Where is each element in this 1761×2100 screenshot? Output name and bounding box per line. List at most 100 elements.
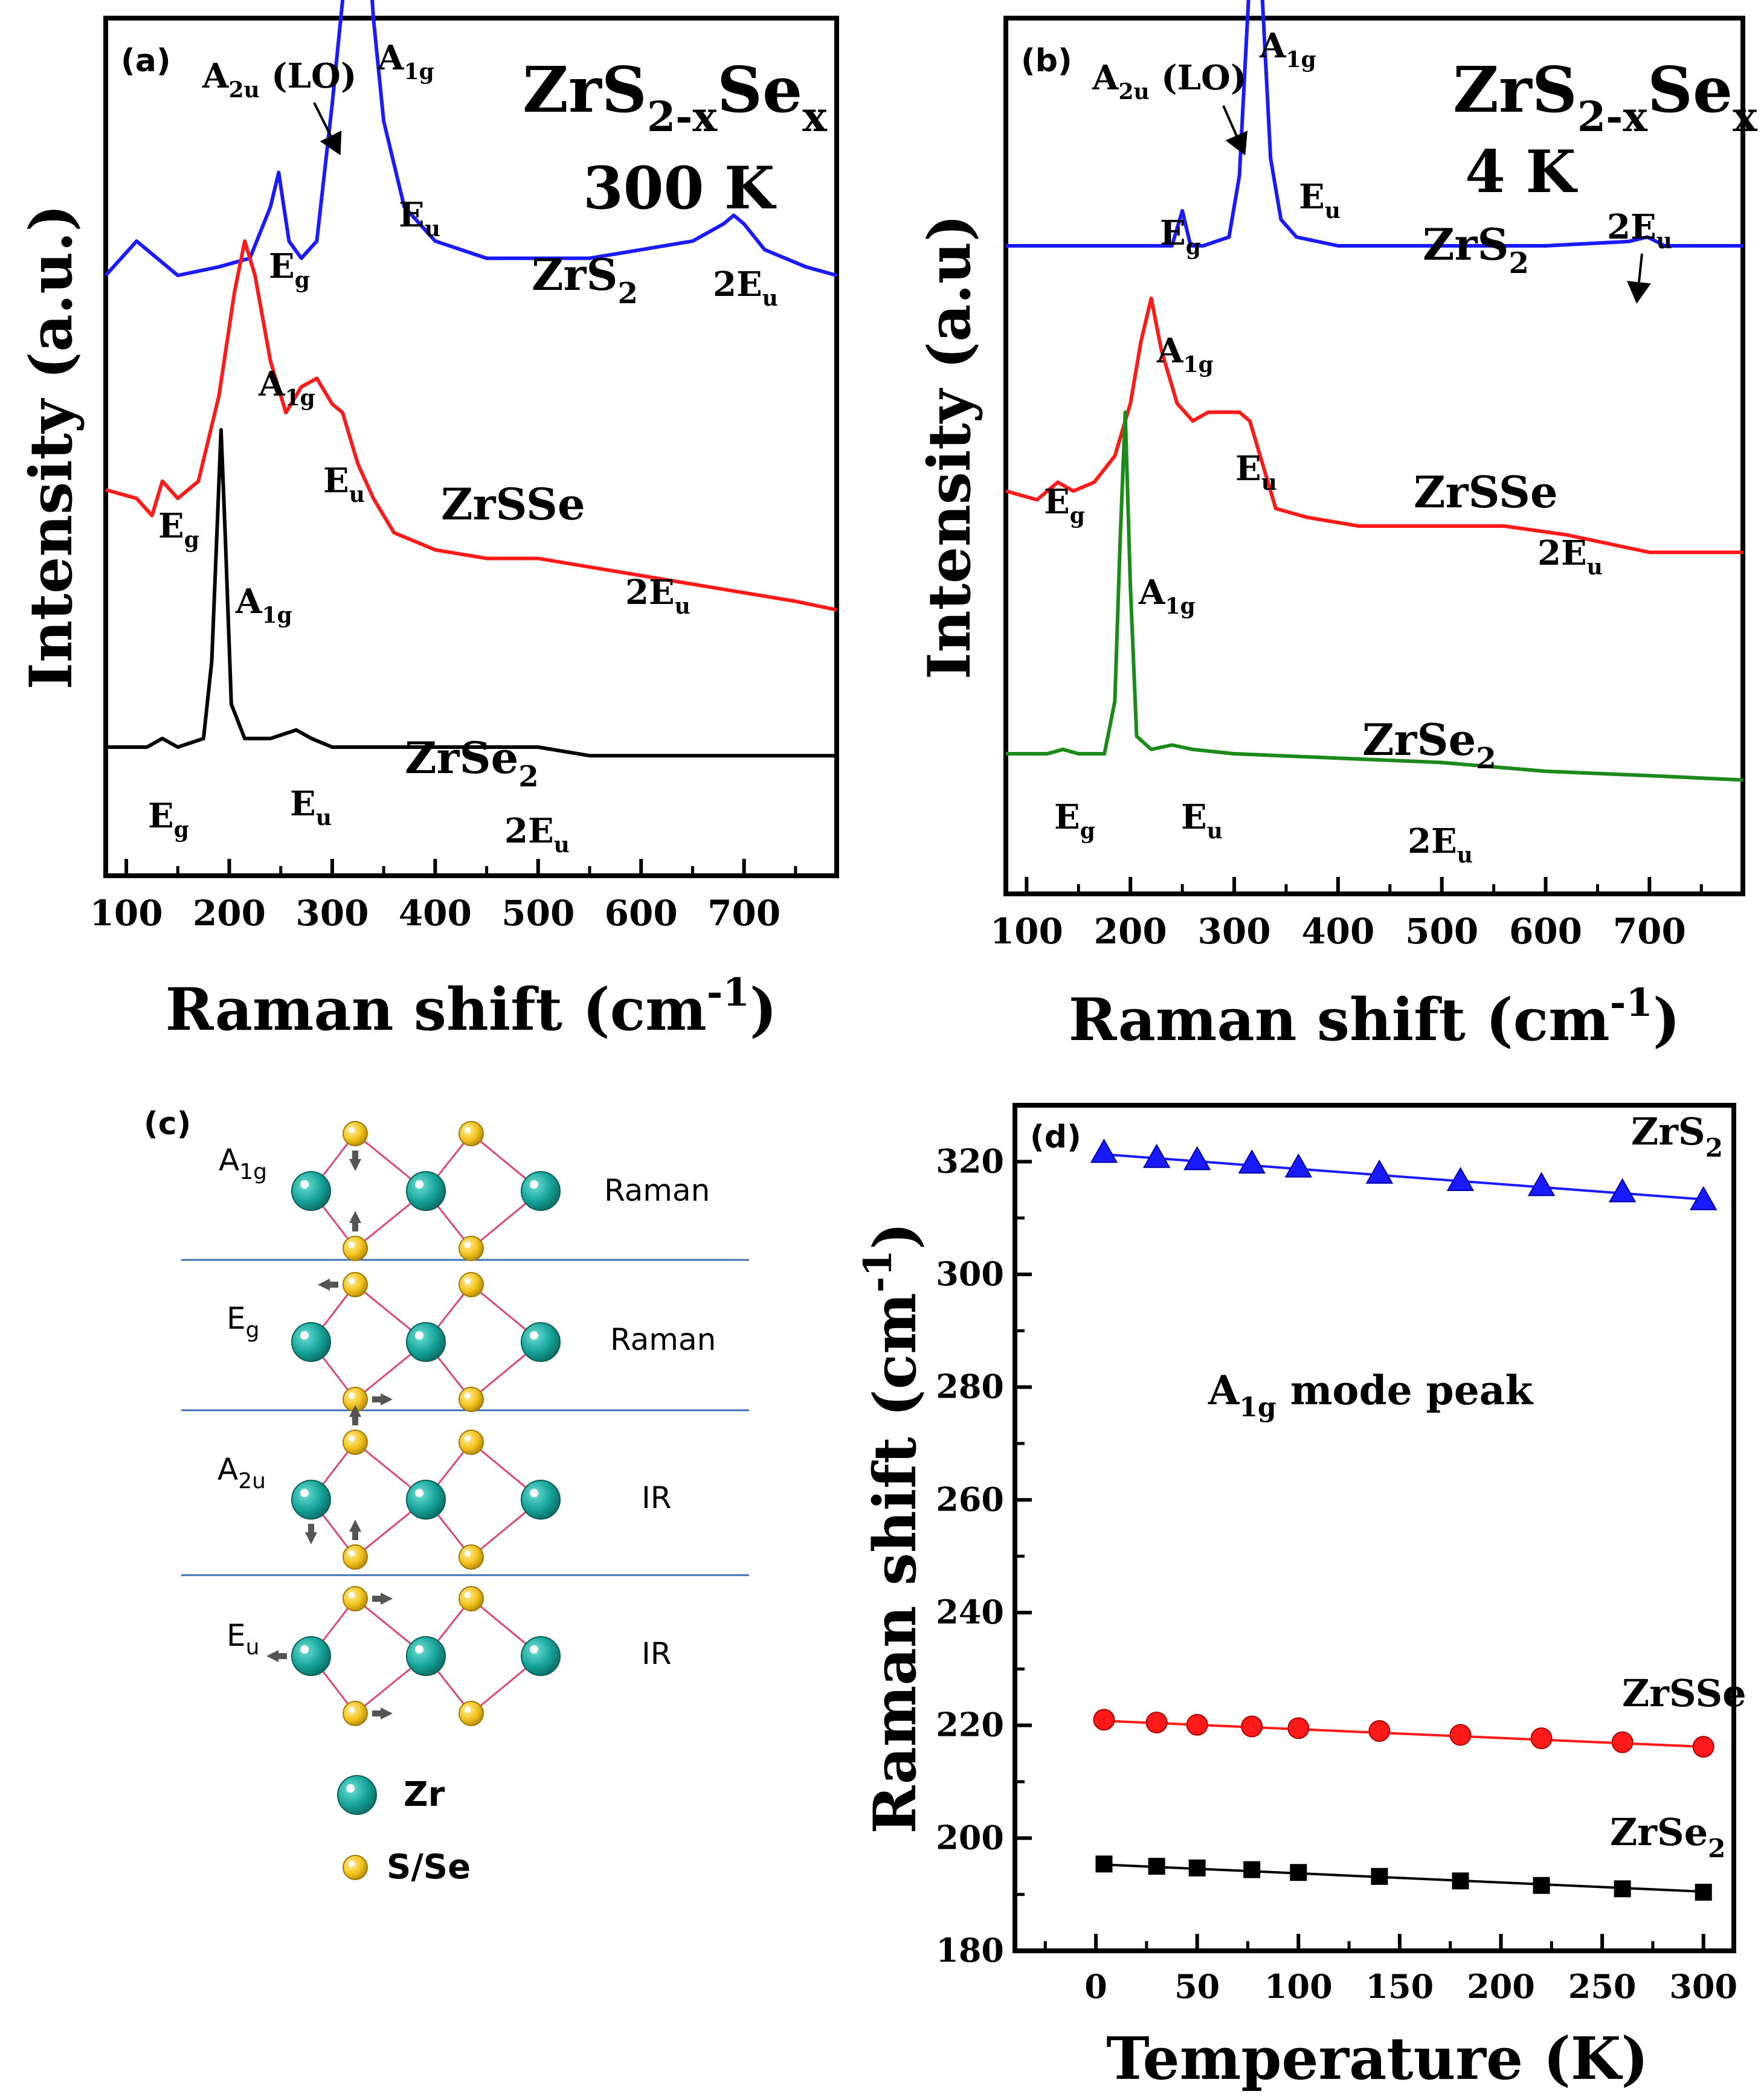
s-atom-icon bbox=[343, 1701, 368, 1726]
zr-atom-icon bbox=[521, 1171, 561, 1211]
s-atom-icon bbox=[459, 1387, 484, 1412]
panel-d-point-zrse2 bbox=[1243, 1861, 1261, 1878]
panel-b-spectrum-zrs2 bbox=[1006, 0, 1743, 248]
panel-b-x-tick-label: 200 bbox=[1094, 911, 1167, 952]
panel-b-peak-eu-zrs2: Eu bbox=[1299, 177, 1341, 223]
panel-d-point-zrsse bbox=[1241, 1715, 1263, 1738]
panel-a-x-tick-label: 500 bbox=[501, 893, 575, 934]
panel-a-spectrum-zrsse bbox=[105, 239, 837, 612]
panel-d-x-tick-label: 50 bbox=[1174, 1967, 1220, 2006]
displacement-arrow-icon bbox=[349, 1211, 361, 1231]
panel-d-x-tick-label: 0 bbox=[1084, 1967, 1107, 2006]
panel-a-label-zrse2: ZrSe2 bbox=[405, 732, 539, 794]
panel-d-point-zrse2 bbox=[1095, 1855, 1113, 1873]
zr-atom-highlight bbox=[530, 1180, 538, 1189]
zr-atom-highlight bbox=[300, 1645, 309, 1654]
zr-atom-highlight bbox=[300, 1180, 309, 1189]
panel-d-point-zrs2 bbox=[1090, 1138, 1118, 1163]
panel-d-x-tick-label: 200 bbox=[1467, 1967, 1535, 2006]
zr-atom-highlight bbox=[530, 1645, 538, 1654]
s-atom-icon bbox=[459, 1430, 484, 1455]
panel-a-x-tick-label: 400 bbox=[399, 893, 472, 934]
panel-a-a2u-arrow bbox=[313, 102, 342, 156]
zr-atom-icon bbox=[406, 1171, 446, 1211]
panel-b-label-zrsse: ZrSSe bbox=[1414, 466, 1558, 518]
legend-zr-atom-icon bbox=[337, 1775, 377, 1815]
zr-atom-icon bbox=[406, 1480, 446, 1520]
panel-c-activity-2: IR bbox=[642, 1480, 672, 1515]
panel-d-label: (d) bbox=[1030, 1119, 1081, 1155]
panel-a-x-tick-labels: 100 200 300 400 500 600 700 bbox=[90, 893, 781, 934]
s-atom-highlight bbox=[465, 1550, 471, 1556]
legend-zr-label: Zr bbox=[404, 1775, 445, 1814]
panel-b-2eu-arrow bbox=[1627, 253, 1651, 304]
s-atom-icon bbox=[459, 1236, 484, 1261]
panel-d-ticks bbox=[1015, 1160, 1705, 1953]
panel-b-ylabel: Intensity (a.u) bbox=[915, 214, 984, 679]
panel-b-x-ticks bbox=[1025, 877, 1703, 894]
s-atom-highlight bbox=[465, 1707, 471, 1713]
panel-d-x-tick-label: 250 bbox=[1568, 1967, 1637, 2006]
s-atom-highlight bbox=[349, 1436, 355, 1442]
panel-a-spectrum-zrs2 bbox=[104, 0, 837, 277]
panel-d-point-zrsse bbox=[1449, 1724, 1472, 1746]
s-atom-highlight bbox=[465, 1436, 471, 1442]
panel-a-x-tick-label: 700 bbox=[707, 893, 781, 934]
panel-d-series-label-zrs2: ZrS2 bbox=[1631, 1109, 1723, 1163]
panel-d-point-zrs2 bbox=[1446, 1166, 1475, 1191]
zr-atom-highlight bbox=[415, 1645, 423, 1654]
panel-d-y-tick-label: 280 bbox=[936, 1367, 1004, 1406]
panel-d-point-zrsse bbox=[1145, 1712, 1168, 1733]
legend-s-highlight bbox=[349, 1861, 355, 1867]
panel-a-peak-eu-zrsse: Eu bbox=[323, 461, 365, 507]
panel-c-mode-name-0: A1g bbox=[219, 1143, 267, 1184]
panel-a-temperature: 300 K bbox=[583, 154, 777, 222]
panel-d-data bbox=[1090, 1138, 1718, 1901]
panel-d-y-tick-label: 320 bbox=[936, 1142, 1004, 1180]
panel-c-label: (c) bbox=[144, 1106, 191, 1142]
s-atom-icon bbox=[343, 1272, 368, 1297]
panel-b-peak-a2u: A2u (LO) bbox=[1092, 58, 1246, 104]
panel-c-activity-1: Raman bbox=[610, 1322, 716, 1357]
panel-a-peak-eg-zrse2: Eg bbox=[148, 796, 189, 843]
panel-d-point-zrsse bbox=[1186, 1713, 1208, 1736]
s-atom-highlight bbox=[465, 1393, 471, 1399]
panel-d-y-tick-label: 260 bbox=[936, 1480, 1004, 1518]
panel-d-point-zrse2 bbox=[1148, 1858, 1165, 1875]
panel-a-composition-title: ZrS2-xSex bbox=[523, 53, 827, 141]
panel-a-peak-a1g-zrsse: A1g bbox=[258, 364, 315, 411]
panel-b-peak-eg-zrse2: Eg bbox=[1054, 797, 1095, 844]
panel-c-modes bbox=[266, 1121, 561, 1726]
zr-atom-icon bbox=[291, 1171, 331, 1211]
panel-a-peak-2eu-zrse2: 2Eu bbox=[504, 811, 570, 858]
panel-b-peak-a1g-zrsse: A1g bbox=[1156, 331, 1214, 377]
displacement-arrow-icon bbox=[372, 1393, 393, 1405]
s-atom-icon bbox=[459, 1272, 484, 1297]
zr-atom-icon bbox=[291, 1322, 331, 1362]
panel-a-x-tick-label: 600 bbox=[605, 893, 678, 934]
displacement-arrow-icon bbox=[349, 1405, 361, 1425]
panel-b-spectrum-zrse2 bbox=[1006, 410, 1743, 782]
zr-atom-icon bbox=[406, 1322, 446, 1362]
panel-d-x-tick-label: 100 bbox=[1264, 1967, 1333, 2006]
panel-a-frame bbox=[103, 16, 839, 878]
s-atom-highlight bbox=[349, 1550, 355, 1556]
panel-d-x-tick-label: 300 bbox=[1669, 1967, 1737, 2006]
panel-d-point-zrsse bbox=[1093, 1709, 1115, 1731]
panel-a-label-zrsse: ZrSSe bbox=[441, 478, 585, 530]
s-atom-icon bbox=[343, 1121, 368, 1146]
panel-a-spectrum-zrse2 bbox=[106, 428, 837, 758]
s-atom-highlight bbox=[465, 1242, 471, 1248]
panel-d-point-zrs2 bbox=[1142, 1143, 1171, 1168]
panel-b-x-tick-label: 600 bbox=[1509, 911, 1582, 952]
panel-d-point-zrs2 bbox=[1690, 1186, 1718, 1210]
zr-atom-highlight bbox=[300, 1489, 309, 1497]
panel-b-composition-title: ZrS2-xSex bbox=[1453, 53, 1757, 141]
s-atom-icon bbox=[459, 1121, 484, 1146]
panel-d-y-tick-label: 180 bbox=[936, 1931, 1004, 1970]
panel-b-xlabel: Raman shift (cm-1) bbox=[1069, 980, 1681, 1054]
displacement-arrow-icon bbox=[349, 1520, 361, 1540]
s-atom-icon bbox=[459, 1701, 484, 1726]
s-atom-highlight bbox=[465, 1592, 471, 1598]
